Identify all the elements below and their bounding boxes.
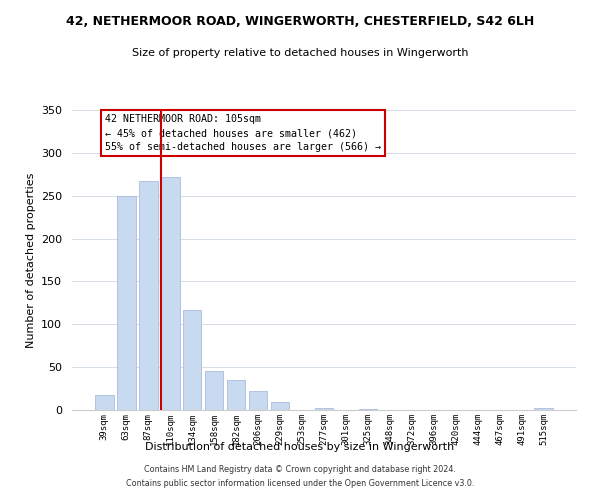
Text: Contains HM Land Registry data © Crown copyright and database right 2024.
Contai: Contains HM Land Registry data © Crown c… xyxy=(126,466,474,487)
Text: Size of property relative to detached houses in Wingerworth: Size of property relative to detached ho… xyxy=(132,48,468,58)
Bar xyxy=(227,380,245,410)
Text: 42, NETHERMOOR ROAD, WINGERWORTH, CHESTERFIELD, S42 6LH: 42, NETHERMOOR ROAD, WINGERWORTH, CHESTE… xyxy=(66,15,534,28)
Bar xyxy=(535,408,553,410)
Bar xyxy=(95,394,113,410)
Bar xyxy=(249,391,268,410)
Bar xyxy=(139,181,158,410)
Bar xyxy=(117,196,136,410)
Bar xyxy=(271,402,289,410)
Bar xyxy=(359,409,377,410)
Y-axis label: Number of detached properties: Number of detached properties xyxy=(26,172,35,348)
Bar xyxy=(205,372,223,410)
Text: Distribution of detached houses by size in Wingerworth: Distribution of detached houses by size … xyxy=(145,442,455,452)
Text: 42 NETHERMOOR ROAD: 105sqm
← 45% of detached houses are smaller (462)
55% of sem: 42 NETHERMOOR ROAD: 105sqm ← 45% of deta… xyxy=(104,114,380,152)
Bar xyxy=(314,408,334,410)
Bar xyxy=(183,310,202,410)
Bar xyxy=(161,177,179,410)
